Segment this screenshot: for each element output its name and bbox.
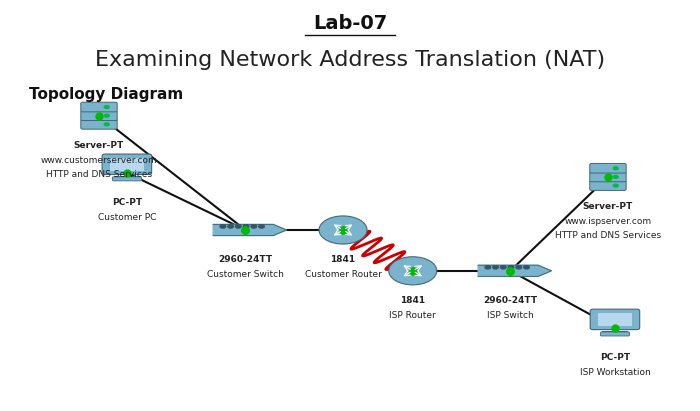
FancyBboxPatch shape — [590, 164, 626, 173]
Circle shape — [516, 266, 522, 269]
Text: Topology Diagram: Topology Diagram — [29, 87, 183, 102]
Circle shape — [493, 266, 498, 269]
FancyBboxPatch shape — [80, 102, 117, 112]
Text: HTTP and DNS Services: HTTP and DNS Services — [46, 170, 152, 179]
FancyBboxPatch shape — [112, 177, 141, 181]
Text: Server-PT: Server-PT — [74, 141, 124, 150]
Circle shape — [524, 266, 529, 269]
FancyBboxPatch shape — [590, 309, 640, 330]
Text: 1841: 1841 — [400, 296, 426, 305]
FancyBboxPatch shape — [80, 111, 117, 120]
Text: 2960-24TT: 2960-24TT — [483, 296, 538, 305]
Text: ISP Router: ISP Router — [389, 311, 436, 320]
Text: Lab-07: Lab-07 — [313, 14, 387, 32]
Text: Customer Router: Customer Router — [304, 270, 382, 279]
Circle shape — [319, 216, 367, 244]
Circle shape — [259, 225, 265, 228]
Text: Server-PT: Server-PT — [583, 202, 633, 211]
Circle shape — [613, 175, 618, 178]
Circle shape — [104, 123, 109, 126]
Text: PC-PT: PC-PT — [112, 198, 142, 207]
Text: ISP Workstation: ISP Workstation — [580, 368, 650, 377]
Text: 1841: 1841 — [330, 255, 356, 264]
FancyBboxPatch shape — [590, 181, 626, 190]
Text: PC-PT: PC-PT — [600, 353, 630, 362]
Text: www.customerserver.com: www.customerserver.com — [41, 156, 158, 165]
Circle shape — [508, 266, 514, 269]
Circle shape — [389, 257, 437, 285]
Text: Customer Switch: Customer Switch — [207, 270, 284, 279]
Circle shape — [244, 225, 248, 228]
FancyBboxPatch shape — [109, 158, 144, 171]
FancyBboxPatch shape — [601, 332, 629, 336]
FancyBboxPatch shape — [590, 172, 626, 182]
Circle shape — [104, 106, 109, 109]
Polygon shape — [478, 265, 552, 276]
FancyBboxPatch shape — [598, 313, 632, 326]
Circle shape — [613, 167, 618, 170]
Text: www.ispserver.com: www.ispserver.com — [564, 217, 652, 226]
Circle shape — [613, 184, 618, 187]
Text: Customer PC: Customer PC — [98, 213, 156, 222]
Text: HTTP and DNS Services: HTTP and DNS Services — [555, 231, 661, 240]
Circle shape — [485, 266, 491, 269]
Circle shape — [251, 225, 257, 228]
FancyBboxPatch shape — [102, 154, 152, 175]
Polygon shape — [214, 224, 286, 236]
Circle shape — [228, 225, 233, 228]
Text: 2960-24TT: 2960-24TT — [218, 255, 272, 264]
Text: ISP Switch: ISP Switch — [487, 311, 533, 320]
FancyBboxPatch shape — [80, 120, 117, 129]
Circle shape — [104, 114, 109, 117]
Text: Examining Network Address Translation (NAT): Examining Network Address Translation (N… — [95, 51, 605, 70]
Circle shape — [500, 266, 506, 269]
Circle shape — [235, 225, 241, 228]
Circle shape — [220, 225, 225, 228]
